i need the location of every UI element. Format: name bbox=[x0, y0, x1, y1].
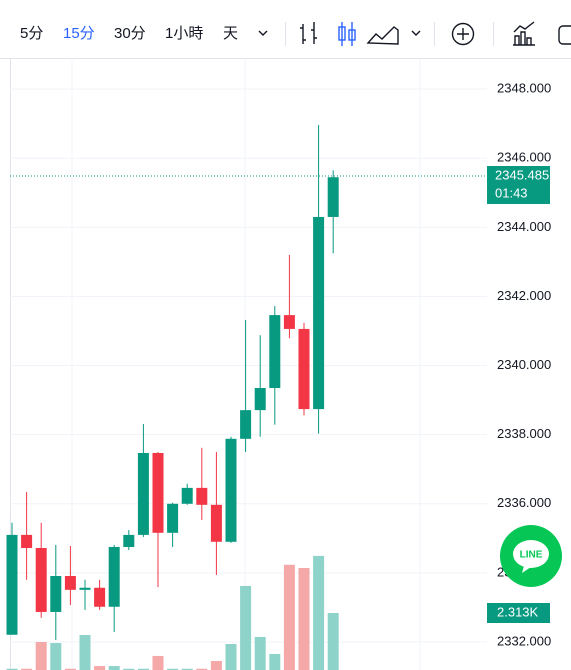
line-bubble bbox=[513, 540, 549, 568]
candle-body bbox=[313, 216, 325, 410]
line-bubble-tail bbox=[522, 566, 531, 573]
y-tick-label: 2332.000 bbox=[497, 633, 551, 648]
volume-bar bbox=[21, 668, 33, 670]
chart-type-dropdown[interactable] bbox=[411, 30, 421, 36]
volume-bar bbox=[152, 655, 164, 670]
volume-label: 2.313K bbox=[497, 604, 539, 619]
candles-icon[interactable] bbox=[341, 22, 353, 46]
toolbar: 5分 15分 30分 1小時 天 bbox=[20, 21, 571, 46]
volume-bar bbox=[35, 642, 47, 670]
volume-bar bbox=[225, 644, 237, 670]
candle-body bbox=[196, 487, 208, 505]
candle-body bbox=[283, 315, 295, 329]
y-tick-label: 2342.000 bbox=[497, 288, 551, 303]
candles-icon[interactable] bbox=[338, 26, 346, 41]
volume-bar bbox=[269, 653, 281, 670]
candle-body bbox=[225, 438, 237, 542]
volume-bar bbox=[196, 668, 208, 670]
candle-body bbox=[21, 534, 33, 549]
y-tick-label: 2340.000 bbox=[497, 357, 551, 372]
volume-bar bbox=[50, 643, 62, 670]
candle-body bbox=[240, 410, 252, 439]
candle-body bbox=[327, 177, 339, 217]
volume-bar bbox=[298, 567, 310, 670]
candle-body bbox=[64, 576, 76, 590]
volume-bar bbox=[327, 613, 339, 670]
indicator-button[interactable] bbox=[457, 28, 469, 40]
price-label: 2345.485 bbox=[495, 167, 549, 182]
candle-body bbox=[123, 534, 135, 547]
volume-bar bbox=[137, 668, 149, 670]
candle-body bbox=[108, 546, 120, 607]
volume-bar bbox=[64, 668, 76, 670]
price-time: 01:43 bbox=[495, 185, 528, 200]
volume-bar bbox=[6, 668, 18, 670]
volume-bar bbox=[240, 585, 252, 670]
volume-bar bbox=[313, 555, 325, 670]
interval-button[interactable]: 5分 bbox=[20, 25, 43, 42]
indicator-button[interactable] bbox=[451, 22, 475, 46]
candle-body bbox=[137, 452, 149, 535]
candle-body bbox=[254, 388, 266, 411]
candle-body bbox=[79, 587, 91, 590]
interval-button[interactable]: 1小時 bbox=[165, 25, 203, 42]
indicators-icon[interactable] bbox=[513, 21, 535, 46]
price-label-box bbox=[487, 166, 550, 205]
volume-bar bbox=[94, 666, 106, 670]
volume-bar bbox=[181, 668, 193, 670]
interval-dropdown[interactable] bbox=[258, 30, 268, 36]
volume-label-box bbox=[487, 603, 550, 624]
bars-icon[interactable] bbox=[300, 22, 317, 44]
candle-body bbox=[152, 452, 164, 533]
y-tick-label: 2344.000 bbox=[497, 219, 551, 234]
line-share-button[interactable]: LINE bbox=[500, 525, 562, 587]
line-button-label[interactable]: LINE bbox=[520, 550, 543, 561]
area-icon[interactable] bbox=[366, 26, 399, 45]
candle-body bbox=[298, 328, 310, 410]
interval-button[interactable]: 30分 bbox=[114, 25, 146, 42]
y-tick-label: 2346.000 bbox=[497, 150, 551, 165]
y-tick-label: 2336.000 bbox=[497, 495, 551, 510]
price-axis: 2332.0002334.0002336.0002338.0002340.000… bbox=[10, 81, 551, 648]
volume-bar bbox=[254, 636, 266, 670]
interval-button[interactable]: 天 bbox=[223, 25, 238, 42]
snapshot-icon[interactable] bbox=[558, 25, 571, 45]
candle-body bbox=[94, 587, 106, 607]
candle-body bbox=[181, 487, 193, 504]
y-tick-label: 2338.000 bbox=[497, 426, 551, 441]
candle-body bbox=[269, 315, 281, 389]
volume bbox=[6, 555, 339, 670]
y-tick-label: 2348.000 bbox=[497, 81, 551, 96]
candles bbox=[6, 125, 339, 640]
volume-bar bbox=[79, 635, 91, 670]
candle-body bbox=[6, 534, 18, 635]
volume-bar bbox=[123, 668, 135, 670]
interval-button[interactable]: 15分 bbox=[63, 25, 95, 42]
volume-bar bbox=[108, 666, 120, 670]
volume-bar bbox=[167, 668, 179, 670]
candles-icon[interactable] bbox=[348, 29, 356, 41]
volume-bar bbox=[210, 661, 222, 670]
candle-body bbox=[167, 503, 179, 533]
candle-body bbox=[35, 548, 47, 612]
grid bbox=[10, 58, 487, 670]
volume-bar bbox=[283, 564, 295, 670]
candle-body bbox=[210, 504, 222, 542]
candle-body bbox=[50, 576, 62, 612]
